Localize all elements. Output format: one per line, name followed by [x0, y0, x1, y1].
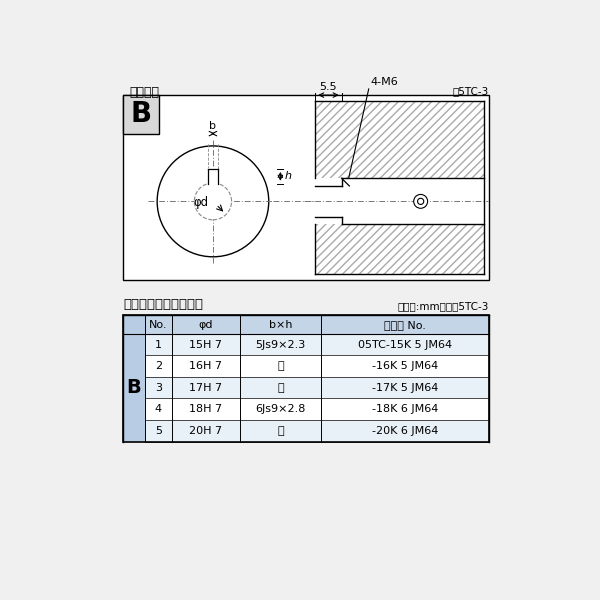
Circle shape	[413, 194, 428, 208]
Text: -16K 5 JM64: -16K 5 JM64	[372, 361, 438, 371]
Text: 17H 7: 17H 7	[190, 383, 223, 392]
Bar	[145, 398, 489, 420]
Text: （単位:mm）　表5TC-3: （単位:mm） 表5TC-3	[397, 301, 489, 311]
Text: 15H 7: 15H 7	[190, 340, 223, 350]
Text: 4: 4	[155, 404, 162, 414]
Text: 〃: 〃	[277, 361, 284, 371]
Text: 軸穴形状コード一覧表: 軸穴形状コード一覧表	[123, 298, 203, 311]
Bar	[341, 178, 484, 224]
Text: -17K 5 JM64: -17K 5 JM64	[372, 383, 439, 392]
Text: 1: 1	[155, 340, 162, 350]
Bar	[315, 101, 484, 178]
Text: B: B	[130, 100, 151, 128]
Bar	[123, 316, 489, 442]
Text: 3: 3	[155, 383, 162, 392]
Text: -18K 6 JM64: -18K 6 JM64	[372, 404, 439, 414]
Text: 5.5: 5.5	[320, 82, 337, 92]
Text: 〃: 〃	[277, 426, 284, 436]
Bar	[123, 95, 489, 280]
Text: -20K 6 JM64: -20K 6 JM64	[372, 426, 439, 436]
Bar	[315, 186, 341, 217]
Circle shape	[418, 198, 424, 205]
Text: 〃: 〃	[277, 383, 284, 392]
Bar	[123, 316, 489, 442]
Text: 16H 7: 16H 7	[190, 361, 223, 371]
Text: 05TC-15K 5 JM64: 05TC-15K 5 JM64	[358, 340, 452, 350]
Text: 2: 2	[155, 361, 162, 371]
Bar	[123, 316, 145, 442]
Bar	[315, 224, 484, 274]
Bar	[145, 316, 489, 334]
Text: B: B	[127, 378, 141, 397]
Text: 6Js9×2.8: 6Js9×2.8	[256, 404, 306, 414]
Text: 18H 7: 18H 7	[190, 404, 223, 414]
Text: 4-M6: 4-M6	[370, 77, 398, 88]
Text: コード No.: コード No.	[384, 320, 426, 329]
Text: 5Js9×2.3: 5Js9×2.3	[256, 340, 306, 350]
Circle shape	[194, 183, 232, 220]
Bar	[145, 420, 489, 442]
Circle shape	[157, 146, 269, 257]
Bar	[145, 377, 489, 398]
Text: b: b	[209, 121, 217, 131]
Bar	[208, 168, 218, 185]
Bar	[145, 355, 489, 377]
Text: 5: 5	[155, 426, 162, 436]
Text: No.: No.	[149, 320, 167, 329]
Text: b×h: b×h	[269, 320, 293, 329]
Text: φd: φd	[199, 320, 213, 329]
Bar	[123, 95, 159, 134]
Text: h: h	[284, 172, 291, 181]
Bar	[145, 334, 489, 355]
Text: φd: φd	[193, 196, 208, 209]
Text: 図5TC-3: 図5TC-3	[452, 86, 489, 96]
Wedge shape	[207, 182, 219, 202]
Text: 軸穴形状: 軸穴形状	[129, 86, 159, 99]
Text: 20H 7: 20H 7	[190, 426, 223, 436]
